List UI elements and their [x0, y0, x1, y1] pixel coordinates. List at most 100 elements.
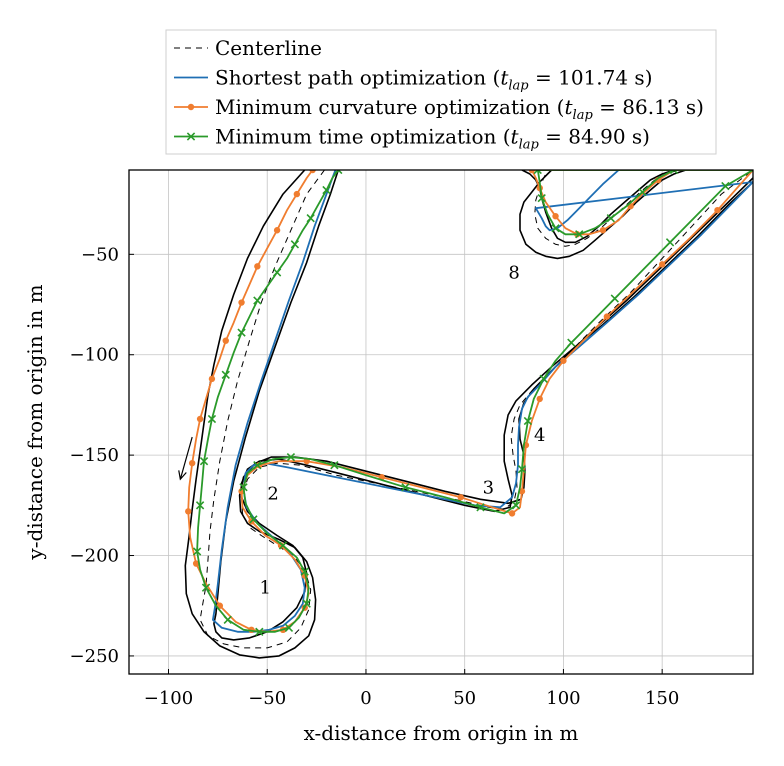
- legend-label-part: lap: [573, 108, 594, 123]
- series-point-marker: [599, 227, 607, 234]
- legend-label: Centerline: [215, 36, 322, 60]
- series-point-marker: [567, 338, 576, 347]
- series-point-marker: [511, 501, 521, 510]
- series-point-marker: [186, 132, 196, 141]
- series-point-marker: [721, 181, 730, 191]
- series-point-marker: [517, 465, 527, 474]
- x-tick-label: 50: [453, 688, 476, 709]
- annotations: 1 2 3 4 8: [178, 262, 545, 599]
- x-tick-label: 0: [360, 688, 371, 709]
- series-group: [199, 170, 753, 649]
- corner-label: 8: [508, 262, 519, 283]
- series-point-marker: [207, 414, 217, 424]
- series-point-marker: [237, 328, 246, 337]
- legend-entries: Centerline Shortest path optimization (tl…: [174, 36, 704, 153]
- series-point-marker: [665, 238, 675, 247]
- series-point-marker: [560, 357, 567, 364]
- y-tick-label: −250: [70, 646, 119, 667]
- legend-label-part: = 86.13 s): [593, 95, 704, 119]
- series-point-marker: [552, 212, 559, 220]
- series-point-marker: [508, 510, 516, 517]
- x-tick-label: 150: [645, 688, 679, 709]
- series-line: [199, 170, 753, 649]
- series-point-marker: [322, 185, 331, 195]
- legend-label: Minimum curvature optimization (tlap = 8…: [215, 95, 704, 123]
- series-point-marker: [192, 547, 202, 556]
- series-point-marker: [254, 263, 261, 270]
- legend-entry: Shortest path optimization (tlap = 101.7…: [174, 66, 653, 94]
- series-point-marker: [290, 240, 300, 249]
- series-point-marker: [401, 483, 410, 492]
- series-point-marker: [669, 170, 679, 175]
- legend: Centerline Shortest path optimization (tl…: [165, 29, 717, 155]
- series-point-marker: [457, 494, 464, 501]
- y-tick-label: −150: [70, 445, 119, 466]
- series-point-marker: [334, 170, 343, 175]
- corner-label: 1: [260, 578, 271, 599]
- series-point-marker: [533, 170, 542, 175]
- series-point-marker: [293, 190, 301, 198]
- series-point-marker: [638, 187, 647, 197]
- series-point-marker: [523, 416, 533, 426]
- legend-label-part: lap: [508, 79, 529, 94]
- series-line: [196, 170, 753, 633]
- series-point-marker: [208, 375, 216, 383]
- legend-label: Minimum time optimization (tlap = 84.90 …: [215, 125, 650, 153]
- series-point-marker: [249, 515, 258, 524]
- series-point-marker: [309, 170, 316, 174]
- legend-label-part: Minimum curvature optimization (: [215, 95, 564, 119]
- series-point-marker: [658, 261, 666, 268]
- series-point-marker: [253, 296, 262, 305]
- series-point-marker: [610, 294, 619, 303]
- series-point-marker: [300, 567, 309, 576]
- series-point-marker: [195, 501, 205, 510]
- series-point-marker: [239, 483, 248, 492]
- series-point-marker: [606, 214, 615, 223]
- grid: [129, 170, 753, 674]
- series-point-marker: [575, 230, 584, 239]
- series-point-marker: [278, 541, 288, 550]
- legend-label-part: t: [564, 95, 573, 119]
- corner-label: 3: [483, 477, 494, 498]
- legend-box: [165, 29, 717, 155]
- series-point-marker: [302, 599, 311, 608]
- legend-label-part: Minimum time optimization (: [215, 125, 511, 149]
- series-group: [211, 170, 753, 633]
- x-tick-label: −100: [144, 688, 193, 709]
- series-line: [211, 170, 753, 633]
- series-point-marker: [192, 560, 200, 567]
- series-point-marker: [284, 623, 294, 632]
- series-point-marker: [201, 583, 211, 592]
- series-point-marker: [714, 206, 721, 214]
- legend-entry: Minimum curvature optimization (tlap = 8…: [174, 95, 704, 123]
- legend-label-part: t: [511, 125, 520, 149]
- series-point-marker: [199, 456, 209, 466]
- series-point-marker: [185, 508, 192, 515]
- series-point-marker: [187, 103, 195, 111]
- series-lines: [185, 170, 753, 649]
- legend-label-part: lap: [519, 138, 540, 153]
- series-group: [185, 170, 753, 634]
- x-tick-label: 100: [546, 688, 580, 709]
- legend-entry: Centerline: [174, 36, 322, 60]
- series-point-marker: [188, 459, 196, 467]
- series-point-marker: [286, 452, 296, 462]
- legend-label-part: = 101.74 s): [529, 66, 653, 90]
- legend-entry: Minimum time optimization (tlap = 84.90 …: [174, 125, 650, 153]
- plot-frame: [128, 169, 754, 675]
- y-tick-label: −50: [81, 244, 119, 265]
- series-point-marker: [551, 224, 560, 233]
- x-tick-label: −50: [248, 688, 286, 709]
- series-point-marker: [476, 503, 485, 512]
- series-point-marker: [536, 395, 543, 403]
- y-tick-label: −100: [70, 345, 119, 366]
- series-point-marker: [537, 193, 546, 203]
- corner-label: 4: [534, 425, 545, 446]
- series-group: [192, 170, 753, 636]
- axis-ticks: −100 −50 0 50 100 150 −50 −100 −150 −200 −250: [70, 244, 680, 709]
- legend-label: Shortest path optimization (tlap = 101.7…: [215, 66, 653, 94]
- series-point-marker: [221, 370, 230, 379]
- series-point-marker: [223, 615, 232, 624]
- legend-label-part: t: [500, 66, 509, 90]
